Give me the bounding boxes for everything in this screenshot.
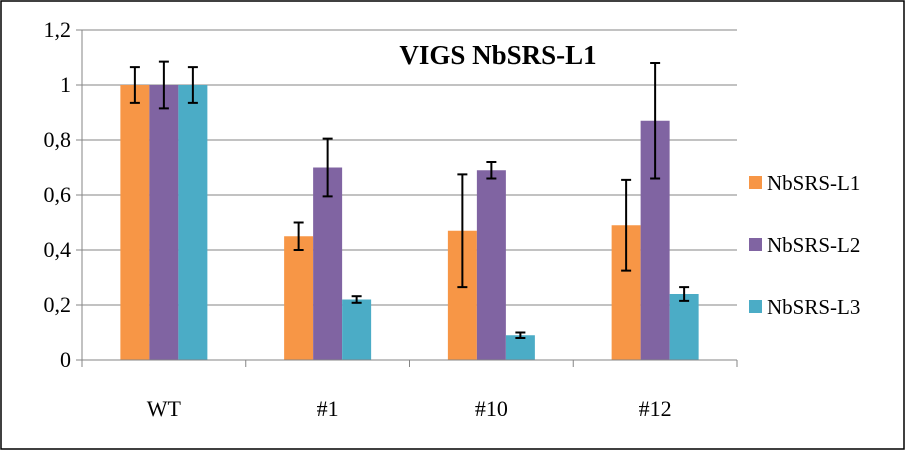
x-tick-label: #1 bbox=[317, 396, 339, 421]
y-tick-label: 0,6 bbox=[44, 182, 72, 207]
legend-label: NbSRS-L1 bbox=[767, 171, 860, 195]
x-tick-label: WT bbox=[147, 396, 182, 421]
legend-swatch bbox=[749, 176, 762, 189]
legend: NbSRS-L1 NbSRS-L2 NbSRS-L3 bbox=[749, 171, 860, 319]
legend-swatch bbox=[749, 238, 762, 251]
y-tick-label: 0,2 bbox=[44, 292, 72, 317]
axes: 0 0,2 0,4 0,6 0,8 1 1,2 WT #1 #10 #12 bbox=[44, 17, 738, 421]
bar bbox=[120, 85, 150, 360]
x-tick-label: #10 bbox=[475, 396, 508, 421]
bar bbox=[284, 236, 314, 360]
bar bbox=[669, 294, 699, 360]
bar bbox=[476, 170, 506, 360]
y-tick-label: 0,4 bbox=[44, 237, 72, 262]
y-tick-label: 1 bbox=[60, 72, 71, 97]
bar bbox=[149, 85, 179, 360]
bar bbox=[505, 335, 535, 360]
y-tick-label: 0 bbox=[60, 347, 71, 372]
y-tick-label: 1,2 bbox=[44, 17, 72, 42]
bar bbox=[313, 167, 343, 360]
legend-label: NbSRS-L2 bbox=[767, 233, 860, 257]
legend-label: NbSRS-L3 bbox=[767, 295, 860, 319]
y-tick-label: 0,8 bbox=[44, 127, 72, 152]
legend-swatch bbox=[749, 300, 762, 313]
x-tick-label: #12 bbox=[639, 396, 672, 421]
chart-title: VIGS NbSRS-L1 bbox=[399, 40, 596, 70]
bars bbox=[120, 60, 699, 360]
bar bbox=[342, 299, 372, 360]
bar bbox=[178, 85, 208, 360]
